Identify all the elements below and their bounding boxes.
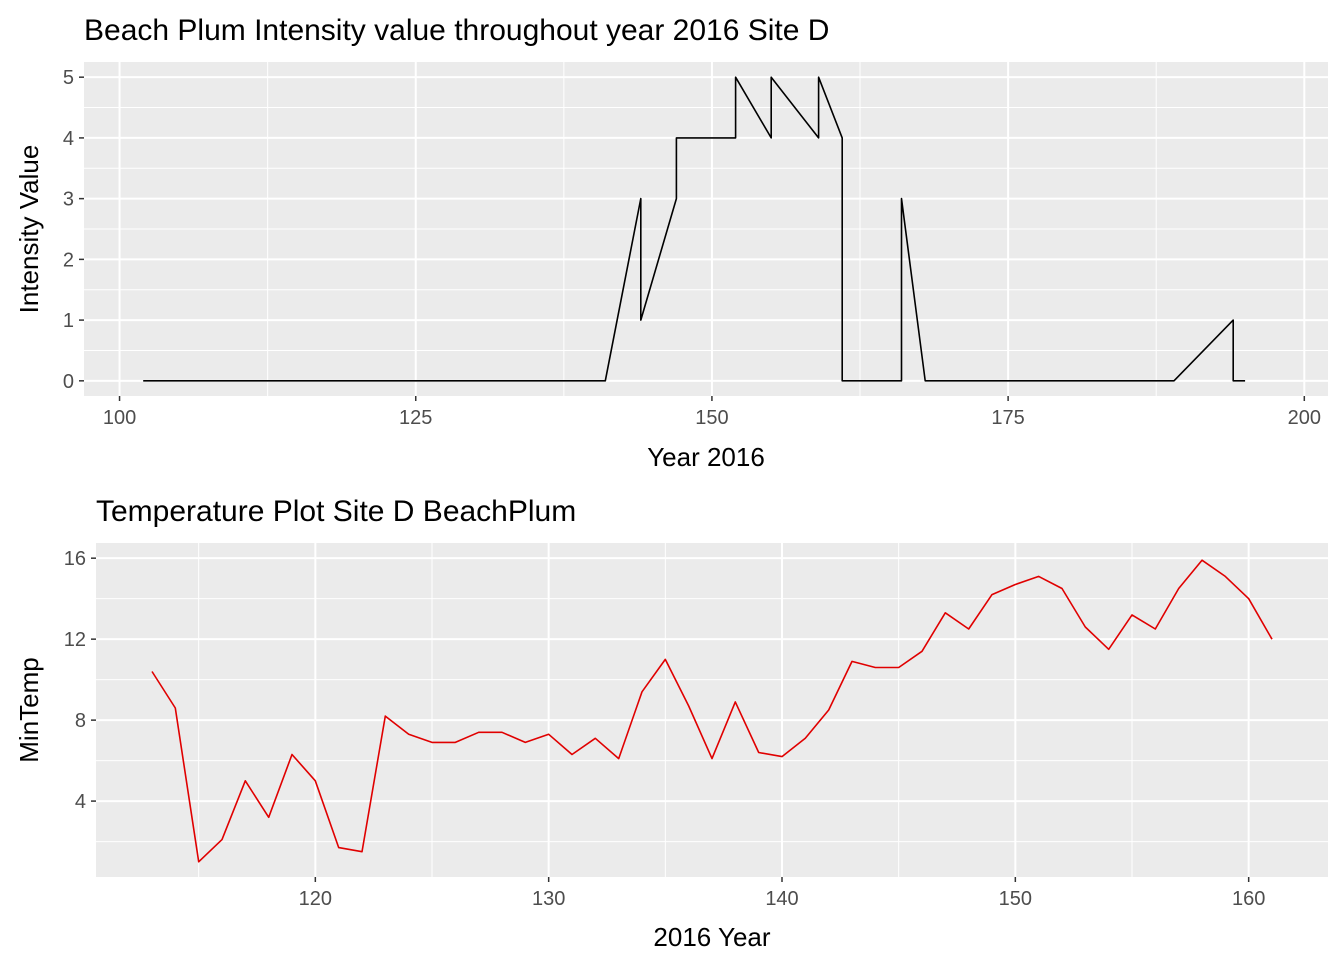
series-line [151, 559, 1273, 863]
x-tick-label: 150 [999, 888, 1032, 910]
y-tick-label: 8 [75, 710, 86, 732]
y-tick-label: 3 [63, 189, 74, 211]
x-tick-label: 200 [1288, 407, 1321, 429]
x-tick-label: 175 [991, 407, 1024, 429]
temperature-chart: 120 130 140 150 160 4 8 12 16 Temperature Plot Si… [14, 495, 1328, 952]
y-tick-label: 1 [63, 310, 74, 332]
y-axis-title: MinTemp [14, 657, 44, 762]
x-tick-label: 120 [299, 888, 332, 910]
plot-panel [96, 543, 1328, 877]
x-axis-title: 2016 Year [653, 922, 770, 952]
x-axis-title: Year 2016 [647, 442, 765, 472]
y-axis-title: Intensity Value [14, 145, 44, 314]
series-line [143, 76, 1246, 382]
chart-title: Beach Plum Intensity value throughout ye… [84, 14, 829, 47]
x-tick-label: 160 [1232, 888, 1265, 910]
y-tick-label: 4 [63, 128, 74, 150]
x-tick-label: 130 [532, 888, 565, 910]
x-tick-label: 140 [765, 888, 798, 910]
x-tick-label: 100 [103, 407, 136, 429]
y-tick-label: 5 [63, 67, 74, 89]
y-tick-label: 12 [64, 629, 86, 651]
y-tick-label: 4 [75, 791, 86, 813]
y-tick-label: 16 [64, 548, 86, 570]
intensity-chart: 100 125 150 175 200 0 1 2 3 4 5 Beach Plum Intensit… [14, 14, 1328, 472]
x-tick-label: 125 [399, 407, 432, 429]
chart-title: Temperature Plot Site D BeachPlum [96, 495, 576, 528]
y-tick-label: 2 [63, 249, 74, 271]
x-tick-label: 150 [695, 407, 728, 429]
y-tick-label: 0 [63, 371, 74, 393]
